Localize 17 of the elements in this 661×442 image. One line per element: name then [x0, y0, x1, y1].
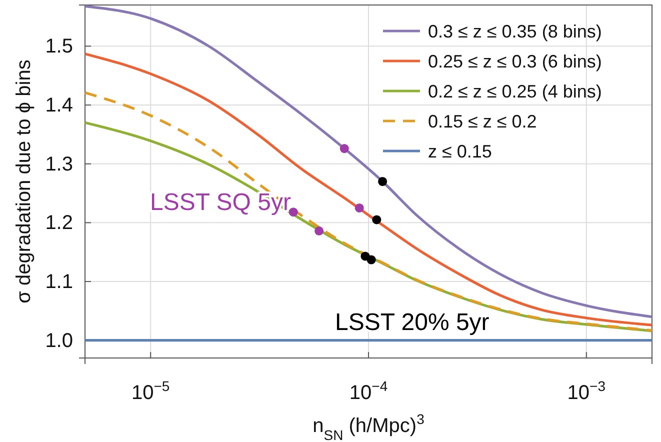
- x-tick-label: 10$^{−4}$: [349, 378, 388, 404]
- y-tick-label: 1.1: [45, 270, 73, 293]
- x-tick-label: 10$^{−5}$: [131, 378, 170, 404]
- legend-label: 0.15 ≤ z ≤ 0.2: [428, 111, 537, 132]
- x-axis-title: n$_{SN}$ (h/Mpc)$^{3}$: [312, 411, 425, 442]
- y-axis-title: σ degradation due to ϕ bins: [13, 60, 35, 304]
- legend-label: 0.3 ≤ z ≤ 0.35 (8 bins): [428, 21, 602, 42]
- y-tick-label: 1.0: [45, 330, 73, 352]
- y-tick-label: 1.2: [45, 212, 73, 234]
- y-tick-label: 1.5: [45, 36, 73, 58]
- y-tick-label: 1.3: [45, 153, 73, 176]
- y-tick-label: 1.4: [45, 94, 73, 116]
- text: LSST 20% 5yr: [335, 309, 490, 336]
- legend-label: z ≤ 0.15: [428, 141, 492, 162]
- legend-label: 0.2 ≤ z ≤ 0.25 (4 bins): [428, 81, 602, 102]
- x-tick-label: 10$^{−3}$: [567, 378, 606, 404]
- legend-label: 0.25 ≤ z ≤ 0.3 (6 bins): [428, 51, 602, 72]
